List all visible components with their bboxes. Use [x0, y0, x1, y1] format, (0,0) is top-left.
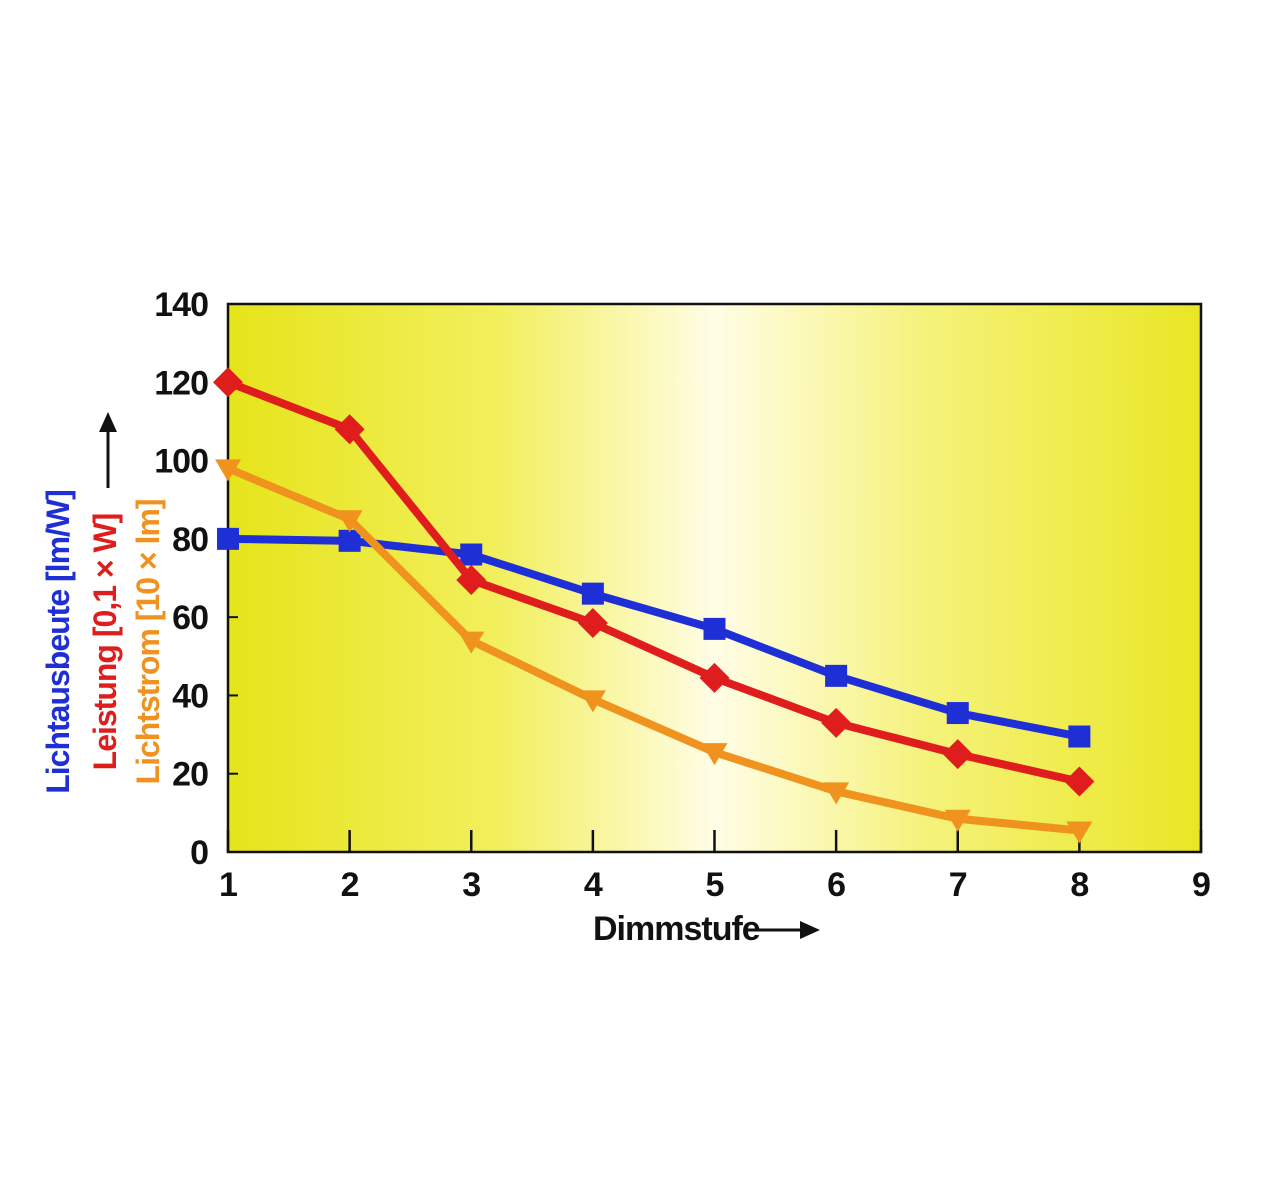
- x-axis-title: Dimmstufe: [593, 910, 760, 948]
- y-tick-label: 40: [172, 677, 208, 715]
- marker-leistung: [699, 662, 730, 693]
- x-tick-label: 1: [219, 866, 237, 904]
- y-tick-label: 0: [190, 834, 208, 872]
- marker-lichtstrom: [823, 782, 850, 805]
- series-group: [213, 367, 1095, 844]
- marker-leistung: [213, 367, 243, 398]
- marker-lichtstrom: [944, 809, 971, 832]
- x-tick-label: 4: [584, 866, 603, 904]
- marker-lichtstrom: [579, 690, 606, 713]
- y-tick-label: 80: [172, 521, 208, 559]
- tick-labels: 1 2 3 4 5 6 7 8 9 0 20 40 60 80 100 120 140: [154, 286, 1211, 904]
- y-tick-label: 100: [154, 443, 208, 481]
- x-tick-label: 7: [949, 866, 967, 904]
- marker-lichtausbeute: [338, 529, 361, 552]
- marker-leistung: [334, 414, 365, 445]
- marker-lichtstrom: [458, 631, 485, 654]
- marker-lichtausbeute: [217, 527, 239, 550]
- x-tick-label: 8: [1070, 866, 1088, 904]
- marker-leistung: [1064, 766, 1095, 797]
- marker-leistung: [942, 739, 973, 770]
- x-axis-arrow-icon: [746, 921, 820, 939]
- marker-leistung: [577, 608, 608, 639]
- y-axis-label-lichtstrom: Lichtstrom [10 × lm]: [130, 500, 166, 785]
- y-axis-label-lichtausbeute: Lichtausbeute [lm/W]: [40, 490, 76, 794]
- marker-leistung: [821, 707, 852, 738]
- y-tick-label: 120: [154, 364, 208, 402]
- marker-lichtstrom: [215, 459, 241, 482]
- y-tick-label: 20: [172, 756, 208, 794]
- y-tick-label: 60: [172, 599, 208, 637]
- plot-area: [226, 302, 1203, 854]
- marker-lichtausbeute: [825, 664, 848, 687]
- marker-lichtstrom: [701, 743, 728, 766]
- marker-lichtausbeute: [703, 617, 726, 640]
- y-axis-arrow-icon: [99, 412, 117, 488]
- marker-leistung: [456, 564, 487, 595]
- series-line-lichtstrom: [224, 464, 1084, 835]
- x-tick-label: 3: [462, 866, 480, 904]
- x-tick-label: 2: [341, 866, 359, 904]
- x-tick-label: 6: [827, 866, 845, 904]
- y-tick-label: 140: [154, 286, 208, 324]
- marker-lichtausbeute: [1068, 725, 1091, 748]
- marker-lichtstrom: [336, 510, 363, 533]
- marker-lichtstrom: [1066, 821, 1093, 844]
- x-tick-label: 5: [706, 866, 724, 904]
- marker-lichtausbeute: [581, 582, 604, 605]
- marker-lichtausbeute: [460, 543, 483, 566]
- series-line-leistung: [224, 378, 1084, 786]
- marker-lichtausbeute: [946, 702, 969, 725]
- x-tick-label: 9: [1192, 866, 1210, 904]
- y-axis-label-leistung: Leistung [0,1 × W]: [87, 514, 123, 771]
